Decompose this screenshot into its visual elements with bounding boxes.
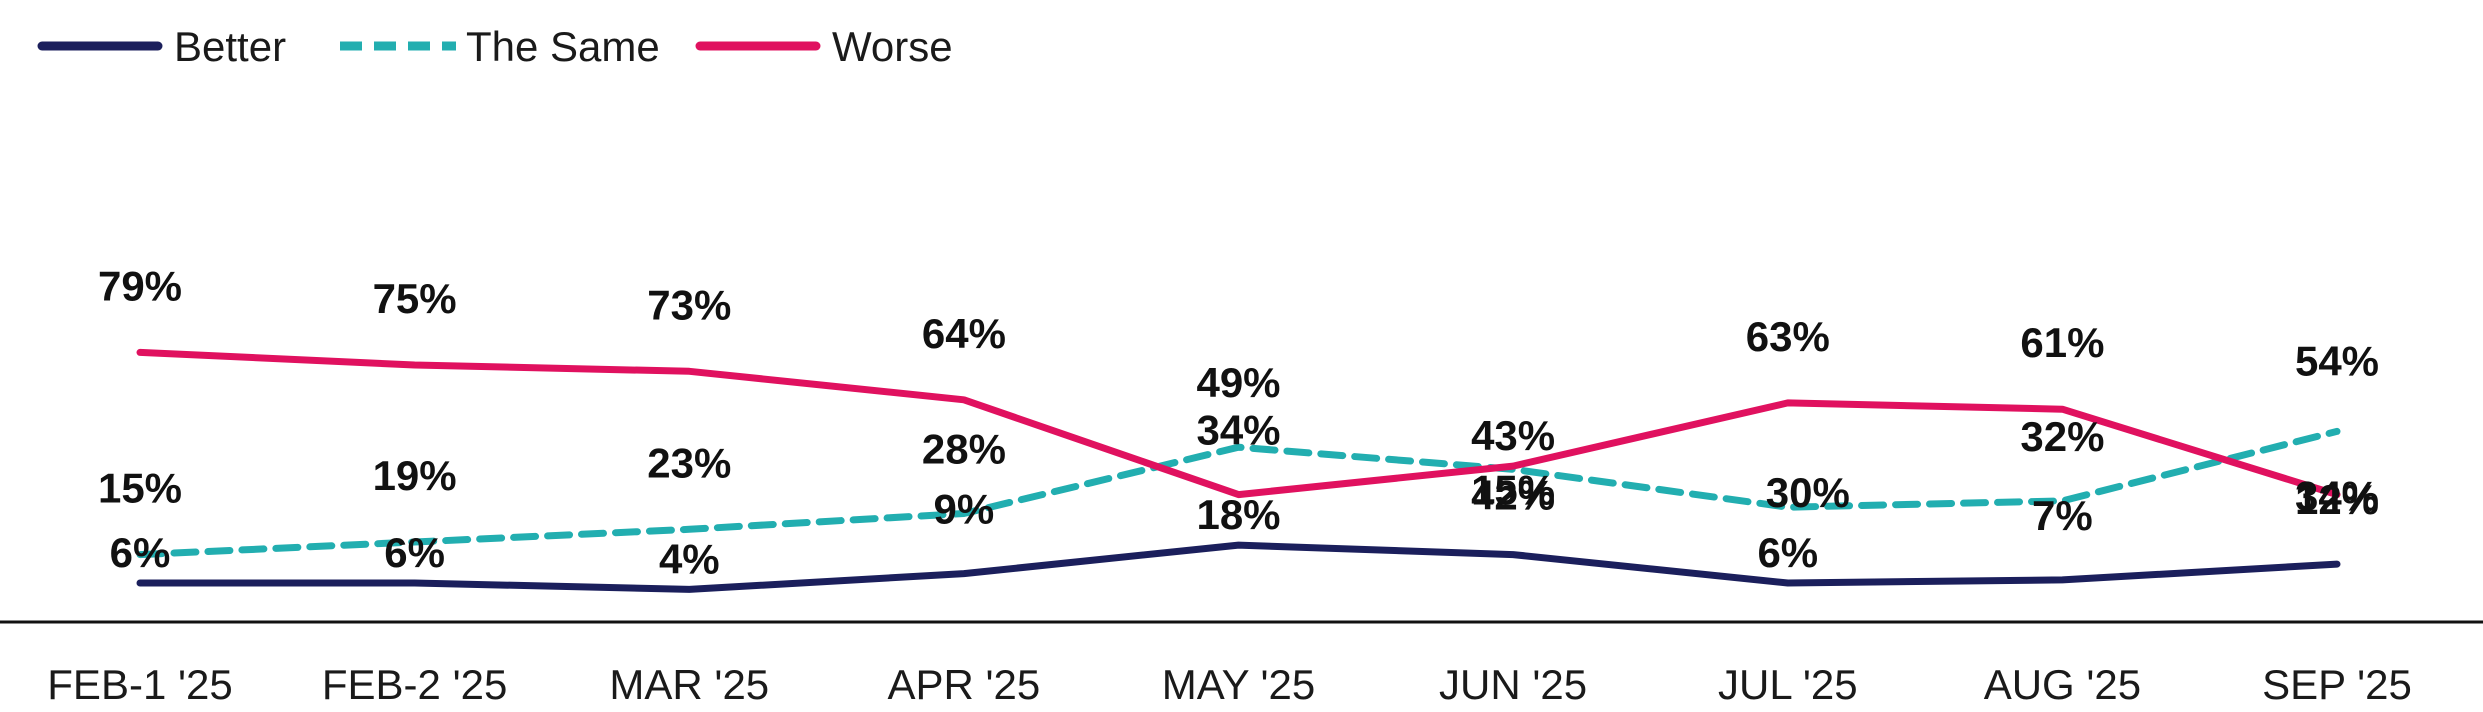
data-label-the-same-4: 49% bbox=[1196, 359, 1280, 406]
data-label-worse-0: 79% bbox=[98, 262, 182, 309]
data-label-the-same-8: 54% bbox=[2295, 337, 2379, 384]
data-label-better-3: 9% bbox=[934, 486, 995, 533]
data-label-worse-7: 61% bbox=[2020, 319, 2104, 366]
data-label-worse-3: 64% bbox=[922, 310, 1006, 357]
x-axis-ticks: FEB-1 '25 FEB-2 '25 MAR '25 APR '25 MAY '25 J… bbox=[47, 661, 2412, 708]
legend-item-the-same: The Same bbox=[340, 23, 660, 70]
x-tick-label-4: MAY '25 bbox=[1162, 661, 1316, 708]
data-label-the-same-5: 42% bbox=[1471, 471, 1555, 518]
x-tick-label-5: JUN '25 bbox=[1439, 661, 1587, 708]
x-tick-label-0: FEB-1 '25 bbox=[47, 661, 232, 708]
x-tick-label-3: APR '25 bbox=[888, 661, 1041, 708]
series-line-the-same bbox=[136, 427, 2341, 559]
data-label-better-6: 6% bbox=[1757, 529, 1818, 576]
x-tick-label-8: SEP '25 bbox=[2262, 661, 2412, 708]
x-tick-label-6: JUL '25 bbox=[1718, 661, 1858, 708]
data-label-better-4: 18% bbox=[1196, 491, 1280, 538]
x-tick-label-1: FEB-2 '25 bbox=[322, 661, 507, 708]
legend-item-worse: Worse bbox=[695, 23, 953, 70]
data-label-worse-4: 34% bbox=[1196, 407, 1280, 454]
data-label-better-7: 7% bbox=[2032, 492, 2093, 539]
legend-label-better: Better bbox=[174, 23, 286, 70]
data-label-better-8: 12% bbox=[2295, 476, 2379, 523]
legend-item-better: Better bbox=[37, 23, 286, 70]
data-label-better-5: 15% bbox=[1471, 467, 1555, 514]
data-label-better-1: 6% bbox=[384, 529, 445, 576]
legend-label-the-same: The Same bbox=[466, 23, 660, 70]
data-label-the-same-3: 28% bbox=[922, 426, 1006, 473]
data-label-the-same-2: 23% bbox=[647, 439, 731, 486]
data-label-the-same-7: 32% bbox=[2020, 413, 2104, 460]
x-tick-label-7: AUG '25 bbox=[1984, 661, 2141, 708]
data-label-worse-8: 34% bbox=[2295, 473, 2379, 520]
data-label-worse-1: 75% bbox=[373, 275, 457, 322]
data-label-the-same-1: 19% bbox=[373, 452, 457, 499]
x-tick-label-2: MAR '25 bbox=[609, 661, 769, 708]
data-label-worse-6: 63% bbox=[1746, 313, 1830, 360]
series-line-worse bbox=[136, 348, 2341, 499]
series-line-better bbox=[136, 541, 2341, 593]
data-label-the-same-6: 30% bbox=[1766, 469, 1850, 516]
data-label-better-2: 4% bbox=[659, 535, 720, 582]
data-label-worse-5: 43% bbox=[1471, 412, 1555, 459]
data-label-better-0: 6% bbox=[110, 529, 171, 576]
legend-label-worse: Worse bbox=[832, 23, 953, 70]
data-label-worse-2: 73% bbox=[647, 281, 731, 328]
legend: Better The Same Worse bbox=[37, 23, 953, 70]
data-label-the-same-0: 15% bbox=[98, 465, 182, 512]
data-labels: 6% 6% 4% 9% 18% 15% 6% 7% 12% 15% 19% 23% 28% 49% 42% 3… bbox=[98, 262, 2379, 582]
series-layer bbox=[136, 348, 2341, 593]
